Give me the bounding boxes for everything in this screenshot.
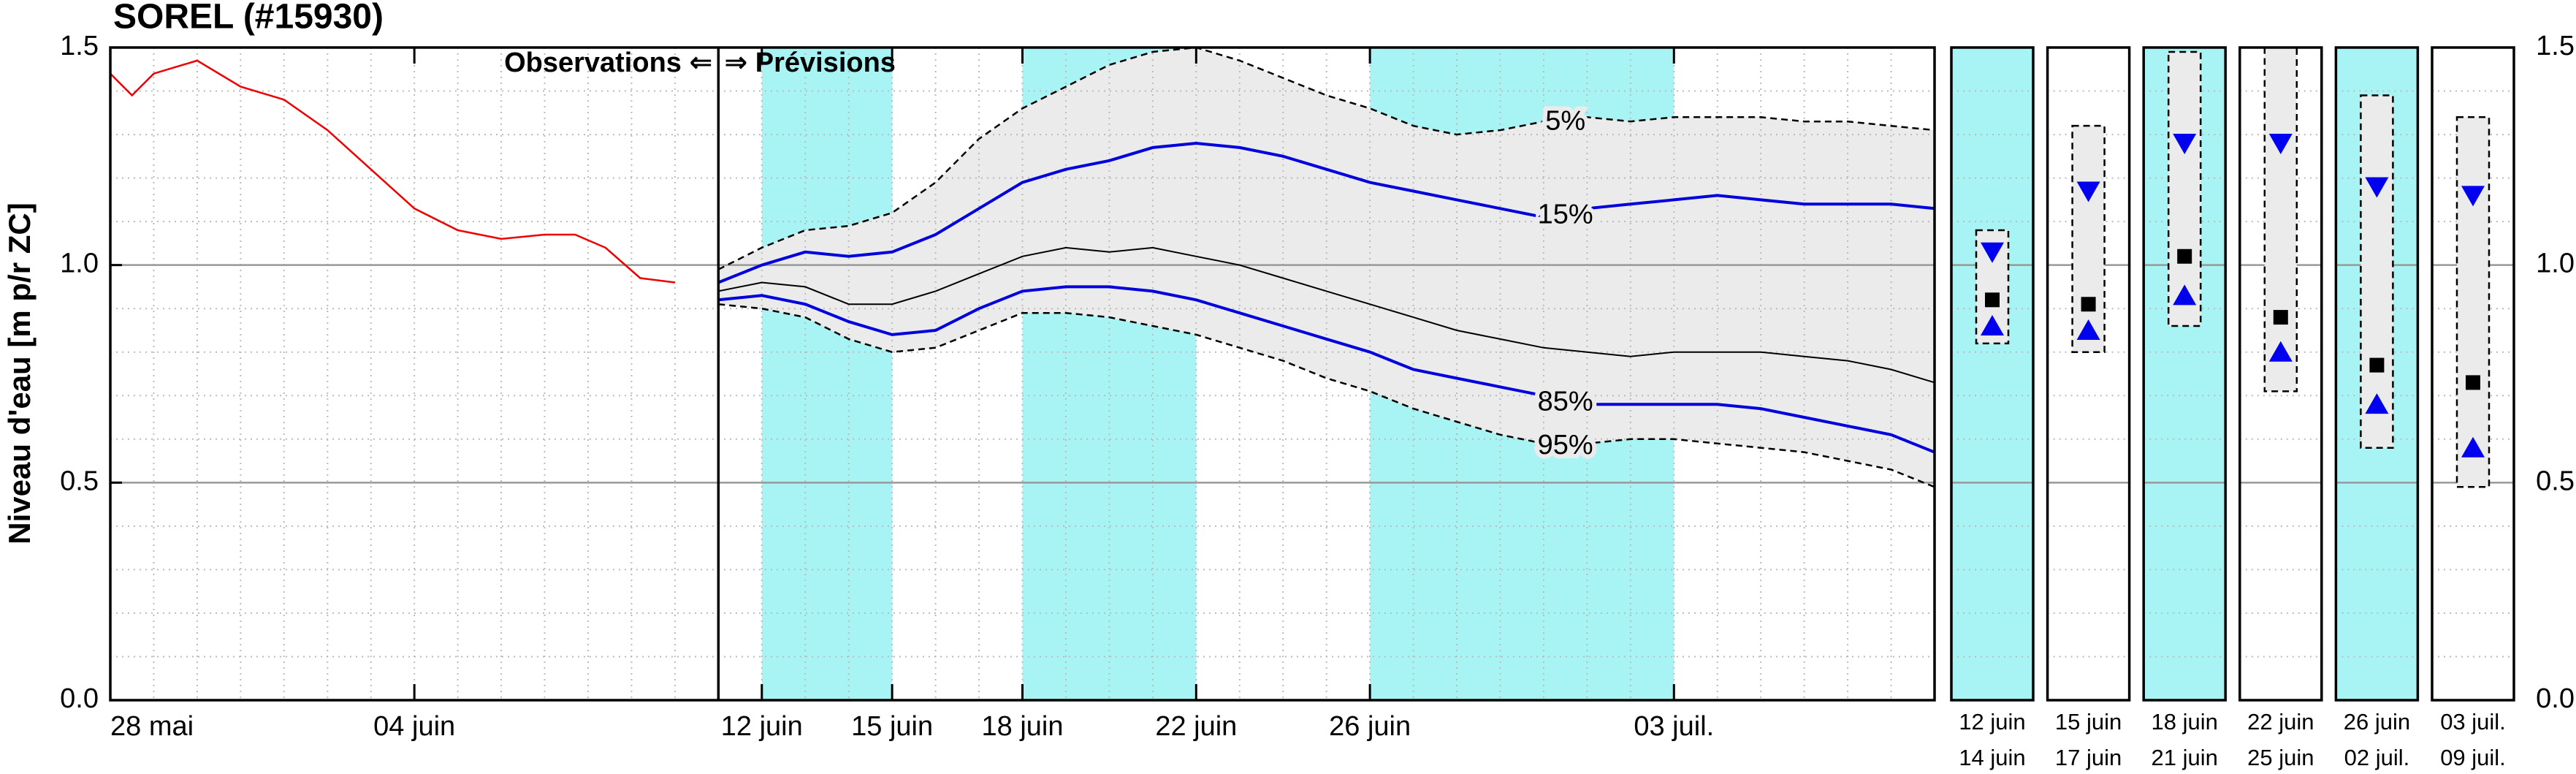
range-box xyxy=(2167,50,2202,327)
y-tick-label: 1.5 xyxy=(60,31,99,61)
y-tick-label: 0.0 xyxy=(60,683,99,714)
range-box xyxy=(2071,124,2106,353)
panel-frame xyxy=(2431,46,2515,702)
triangle-down xyxy=(2365,177,2389,198)
panel-label: 26 juin xyxy=(2344,709,2410,735)
panel-frame xyxy=(2046,46,2131,702)
panel-frame xyxy=(2142,46,2227,702)
triangle-down xyxy=(2268,133,2293,154)
median-square xyxy=(2177,248,2192,264)
panel-label: 22 juin xyxy=(2247,709,2314,735)
annotation: Observations ⇐ xyxy=(504,48,712,78)
x-tick-label: 04 juin xyxy=(373,711,455,742)
panel-label: 15 juin xyxy=(2055,709,2122,735)
annotation: ⇒ Prévisions xyxy=(724,48,896,78)
y-axis-label: Niveau d'eau [m p/r ZC] xyxy=(2,202,37,544)
panel-label: 03 juil. xyxy=(2440,709,2506,735)
panel-label: 02 juil. xyxy=(2344,745,2410,770)
forecast-band xyxy=(718,48,1935,487)
y2-tick-label: 1.5 xyxy=(2536,31,2575,61)
chart-title: SOREL (#15930) xyxy=(113,0,384,37)
triangle-up xyxy=(2173,284,2197,306)
panel-background xyxy=(1951,48,2033,700)
x-tick-label: 26 juin xyxy=(1329,711,1411,742)
median-square xyxy=(2081,297,2096,312)
x-tick-label: 12 juin xyxy=(721,711,803,742)
median-square xyxy=(2466,375,2480,390)
median-square xyxy=(1985,292,2000,308)
triangle-down xyxy=(2076,181,2100,202)
panel-label: 21 juin xyxy=(2152,745,2218,770)
forecast-line xyxy=(718,303,1935,488)
median-square xyxy=(2369,357,2385,373)
y2-tick-label: 1.0 xyxy=(2536,248,2575,279)
panel-label: 12 juin xyxy=(1959,709,2025,735)
x-tick-label: 28 mai xyxy=(110,711,194,742)
range-box xyxy=(2455,116,2491,488)
forecast-line xyxy=(718,285,1935,454)
x-tick-label: 22 juin xyxy=(1155,711,1237,742)
observed-line xyxy=(110,59,676,284)
x-tick-label: 18 juin xyxy=(982,711,1064,742)
y-tick-label: 0.5 xyxy=(60,466,99,496)
line-label: 15% xyxy=(1538,199,1593,229)
triangle-down xyxy=(2173,133,2197,154)
panel-frame xyxy=(2334,46,2420,702)
median-square xyxy=(2273,310,2288,325)
y2-tick-label: 0.5 xyxy=(2536,466,2575,496)
triangle-up xyxy=(2076,319,2100,340)
shaded-period xyxy=(761,48,893,700)
triangle-up xyxy=(2268,341,2293,362)
forecast-line xyxy=(717,46,1935,270)
range-box xyxy=(2360,94,2394,449)
triangle-up xyxy=(2365,393,2389,414)
forecast-line xyxy=(718,246,1935,384)
panel-label: 09 juil. xyxy=(2440,745,2506,770)
triangle-down xyxy=(1981,242,2004,263)
y2-tick-label: 0.0 xyxy=(2536,683,2575,714)
panel-label: 17 juin xyxy=(2055,745,2122,770)
line-label: 5% xyxy=(1545,105,1585,136)
panel-frame xyxy=(1950,46,2035,702)
panel-label: 18 juin xyxy=(2152,709,2218,735)
panel-label: 25 juin xyxy=(2247,745,2314,770)
y-tick-label: 1.0 xyxy=(60,248,99,279)
line-label: 85% xyxy=(1538,386,1593,417)
panel-label: 14 juin xyxy=(1959,745,2025,770)
triangle-down xyxy=(2461,186,2485,207)
line-label: 95% xyxy=(1538,430,1593,460)
x-tick-label: 03 juil. xyxy=(1634,711,1714,742)
x-tick-label: 15 juin xyxy=(851,711,933,742)
triangle-up xyxy=(2461,436,2485,458)
forecast-line xyxy=(717,141,1935,284)
triangle-up xyxy=(1981,315,2004,336)
panel-frame xyxy=(2238,46,2323,702)
range-box xyxy=(2263,46,2298,392)
